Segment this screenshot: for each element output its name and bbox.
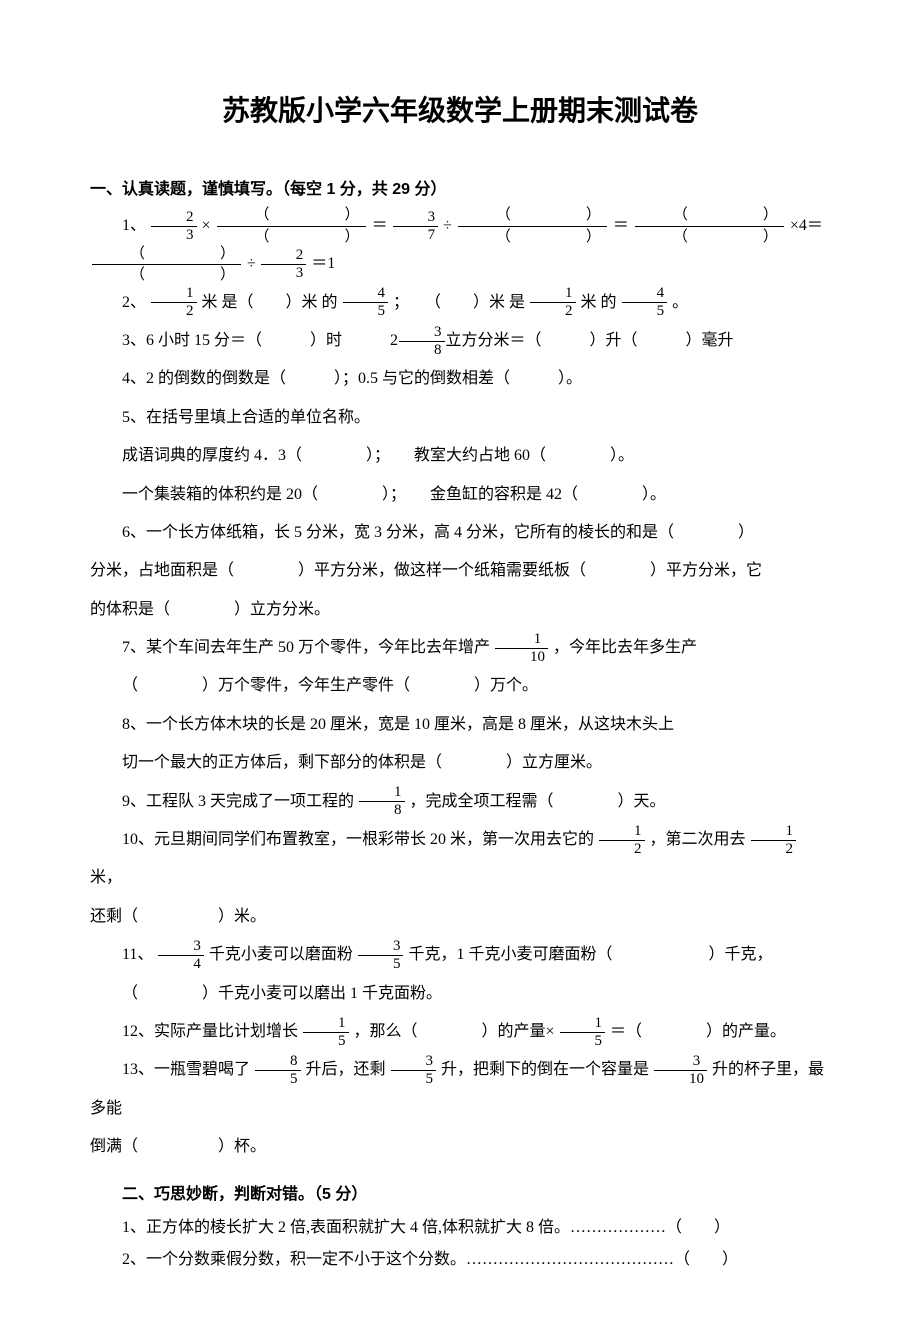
question-13e: 倒满（ ）杯。 [90, 1128, 830, 1166]
page-title: 苏教版小学六年级数学上册期末测试卷 [90, 80, 830, 142]
fraction-3-5a: 35 [358, 939, 404, 972]
fraction-1-2c: 12 [599, 824, 645, 857]
question-7c: （ ）万个零件，今年生产零件（ ）万个。 [90, 667, 830, 705]
fraction-4-5a: 45 [343, 286, 389, 319]
question-7: 7、某个车间去年生产 50 万个零件，今年比去年增产 110 ，今年比去年多生产 [90, 629, 830, 667]
question-10: 10、元旦期间同学们布置教室，一根彩带长 20 米，第一次用去它的 12 ，第二… [90, 821, 830, 898]
q12-a: 12、实际产量比计划增长 [122, 1023, 298, 1040]
q11-a: 千克小麦可以磨面粉 [209, 946, 353, 963]
s2-question-2: 2、一个分数乘假分数，积一定不小于这个分数。…………………………………（ ） [90, 1244, 830, 1276]
fraction-1-2d: 12 [751, 824, 797, 857]
question-8b: 切一个最大的正方体后，剩下部分的体积是（ ）立方厘米。 [90, 744, 830, 782]
q2-a: 米 是（ ）米 的 [202, 294, 338, 311]
fraction-4-5b: 45 [622, 286, 668, 319]
q13-a: 13、一瓶雪碧喝了 [122, 1061, 250, 1078]
question-3: 3、6 小时 15 分＝（ ）时 238立方分米＝（ ）升（ ）毫升 [90, 322, 830, 360]
q10-c: 米， [90, 869, 122, 886]
q1-div: ÷ [247, 255, 256, 272]
q12-b: ，那么（ ）的产量× [354, 1023, 555, 1040]
question-13: 13、一瓶雪碧喝了 85 升后，还剩 35 升，把剩下的倒在一个容量是 310 … [90, 1051, 830, 1128]
q11-label: 11、 [122, 946, 153, 963]
q12-c: ＝（ ）的产量。 [610, 1023, 786, 1040]
q2-c: 米 的 [581, 294, 617, 311]
question-4: 4、2 的倒数的倒数是（ ）；0.5 与它的倒数相差（ ）。 [90, 360, 830, 398]
s2-question-1: 1、正方体的棱长扩大 2 倍,表面积就扩大 4 倍,体积就扩大 8 倍。…………… [90, 1212, 830, 1244]
question-6b: 分米，占地面积是（ ）平方分米，做这样一个纸箱需要纸板（ ）平方分米，它 [90, 552, 830, 590]
fraction-3-10: 310 [654, 1054, 707, 1087]
q10-a: 10、元旦期间同学们布置教室，一根彩带长 20 米，第一次用去它的 [122, 831, 594, 848]
fraction-1-2b: 12 [530, 286, 576, 319]
fraction-blank-2: （ ）（ ） [458, 207, 607, 245]
fraction-3-5b: 35 [391, 1054, 437, 1087]
fraction-blank-1: （ ）（ ） [217, 207, 366, 245]
question-2: 2、 12 米 是（ ）米 的 45 ； （ ）米 是 12 米 的 45 。 [90, 284, 830, 322]
question-11: 11、 34 千克小麦可以磨面粉 35 千克，1 千克小麦可磨面粉（ ）千克， [90, 936, 830, 974]
question-8: 8、一个长方体木块的长是 20 厘米，宽是 10 厘米，高是 8 厘米，从这块木… [90, 706, 830, 744]
q2-label: 2、 [122, 294, 146, 311]
q7-b: ，今年比去年多生产 [553, 639, 697, 656]
q10-b: ，第二次用去 [650, 831, 746, 848]
q3-b: 立方分米＝（ ）升（ ）毫升 [446, 332, 734, 349]
q11-b: 千克，1 千克小麦可磨面粉（ ）千克， [408, 946, 772, 963]
question-1: 1、 23 × （ ）（ ） ＝ 37 ÷ （ ）（ ） ＝ （ ）（ ） ×4… [90, 207, 830, 284]
q9-b: ，完成全项工程需（ ）天。 [410, 793, 666, 810]
fraction-blank-4: （ ）（ ） [92, 246, 241, 284]
section-2-heading: 二、巧思妙断，判断对错。（5 分） [90, 1177, 830, 1212]
question-11c: （ ）千克小麦可以磨出 1 千克面粉。 [90, 975, 830, 1013]
fraction-1-5b: 15 [560, 1016, 606, 1049]
question-6: 6、一个长方体纸箱，长 5 分米，宽 3 分米，高 4 分米，它所有的棱长的和是… [90, 514, 830, 552]
q2-b: ； （ ）米 是 [393, 294, 525, 311]
question-12: 12、实际产量比计划增长 15 ，那么（ ）的产量× 15 ＝（ ）的产量。 [90, 1013, 830, 1051]
fraction-3-7: 37 [393, 210, 439, 243]
fraction-1-10: 110 [495, 632, 548, 665]
q1-label: 1、 [122, 217, 146, 234]
q7-a: 7、某个车间去年生产 50 万个零件，今年比去年增产 [122, 639, 490, 656]
fraction-1-8: 18 [359, 785, 405, 818]
question-5b: 一个集装箱的体积约是 20（ ）； 金鱼缸的容积是 42（ ）。 [90, 476, 830, 514]
fraction-3-4: 34 [158, 939, 204, 972]
fraction-1-5a: 15 [303, 1016, 349, 1049]
fraction-2-3b: 23 [261, 248, 307, 281]
fraction-2-3: 23 [151, 210, 197, 243]
fraction-8-5: 85 [255, 1054, 301, 1087]
q9-a: 9、工程队 3 天完成了一项工程的 [122, 793, 354, 810]
section-1-heading: 一、认真读题，谨慎填写。（每空 1 分，共 29 分） [90, 172, 830, 207]
q1-times4: ×4＝ [790, 217, 823, 234]
question-5a: 成语词典的厚度约 4．3（ ）； 教室大约占地 60（ ）。 [90, 437, 830, 475]
fraction-3-8: 38 [399, 325, 445, 358]
q2-d: 。 [672, 294, 688, 311]
q13-c: 升，把剩下的倒在一个容量是 [441, 1061, 649, 1078]
question-10d: 还剩（ ）米。 [90, 898, 830, 936]
question-6c: 的体积是（ ）立方分米。 [90, 591, 830, 629]
q13-b: 升后，还剩 [306, 1061, 386, 1078]
question-9: 9、工程队 3 天完成了一项工程的 18 ，完成全项工程需（ ）天。 [90, 783, 830, 821]
fraction-1-2a: 12 [151, 286, 197, 319]
fraction-blank-3: （ ）（ ） [635, 207, 784, 245]
q3-a: 3、6 小时 15 分＝（ ）时 2 [122, 332, 398, 349]
q1-eq1: ＝1 [311, 255, 335, 272]
question-5: 5、在括号里填上合适的单位名称。 [90, 399, 830, 437]
